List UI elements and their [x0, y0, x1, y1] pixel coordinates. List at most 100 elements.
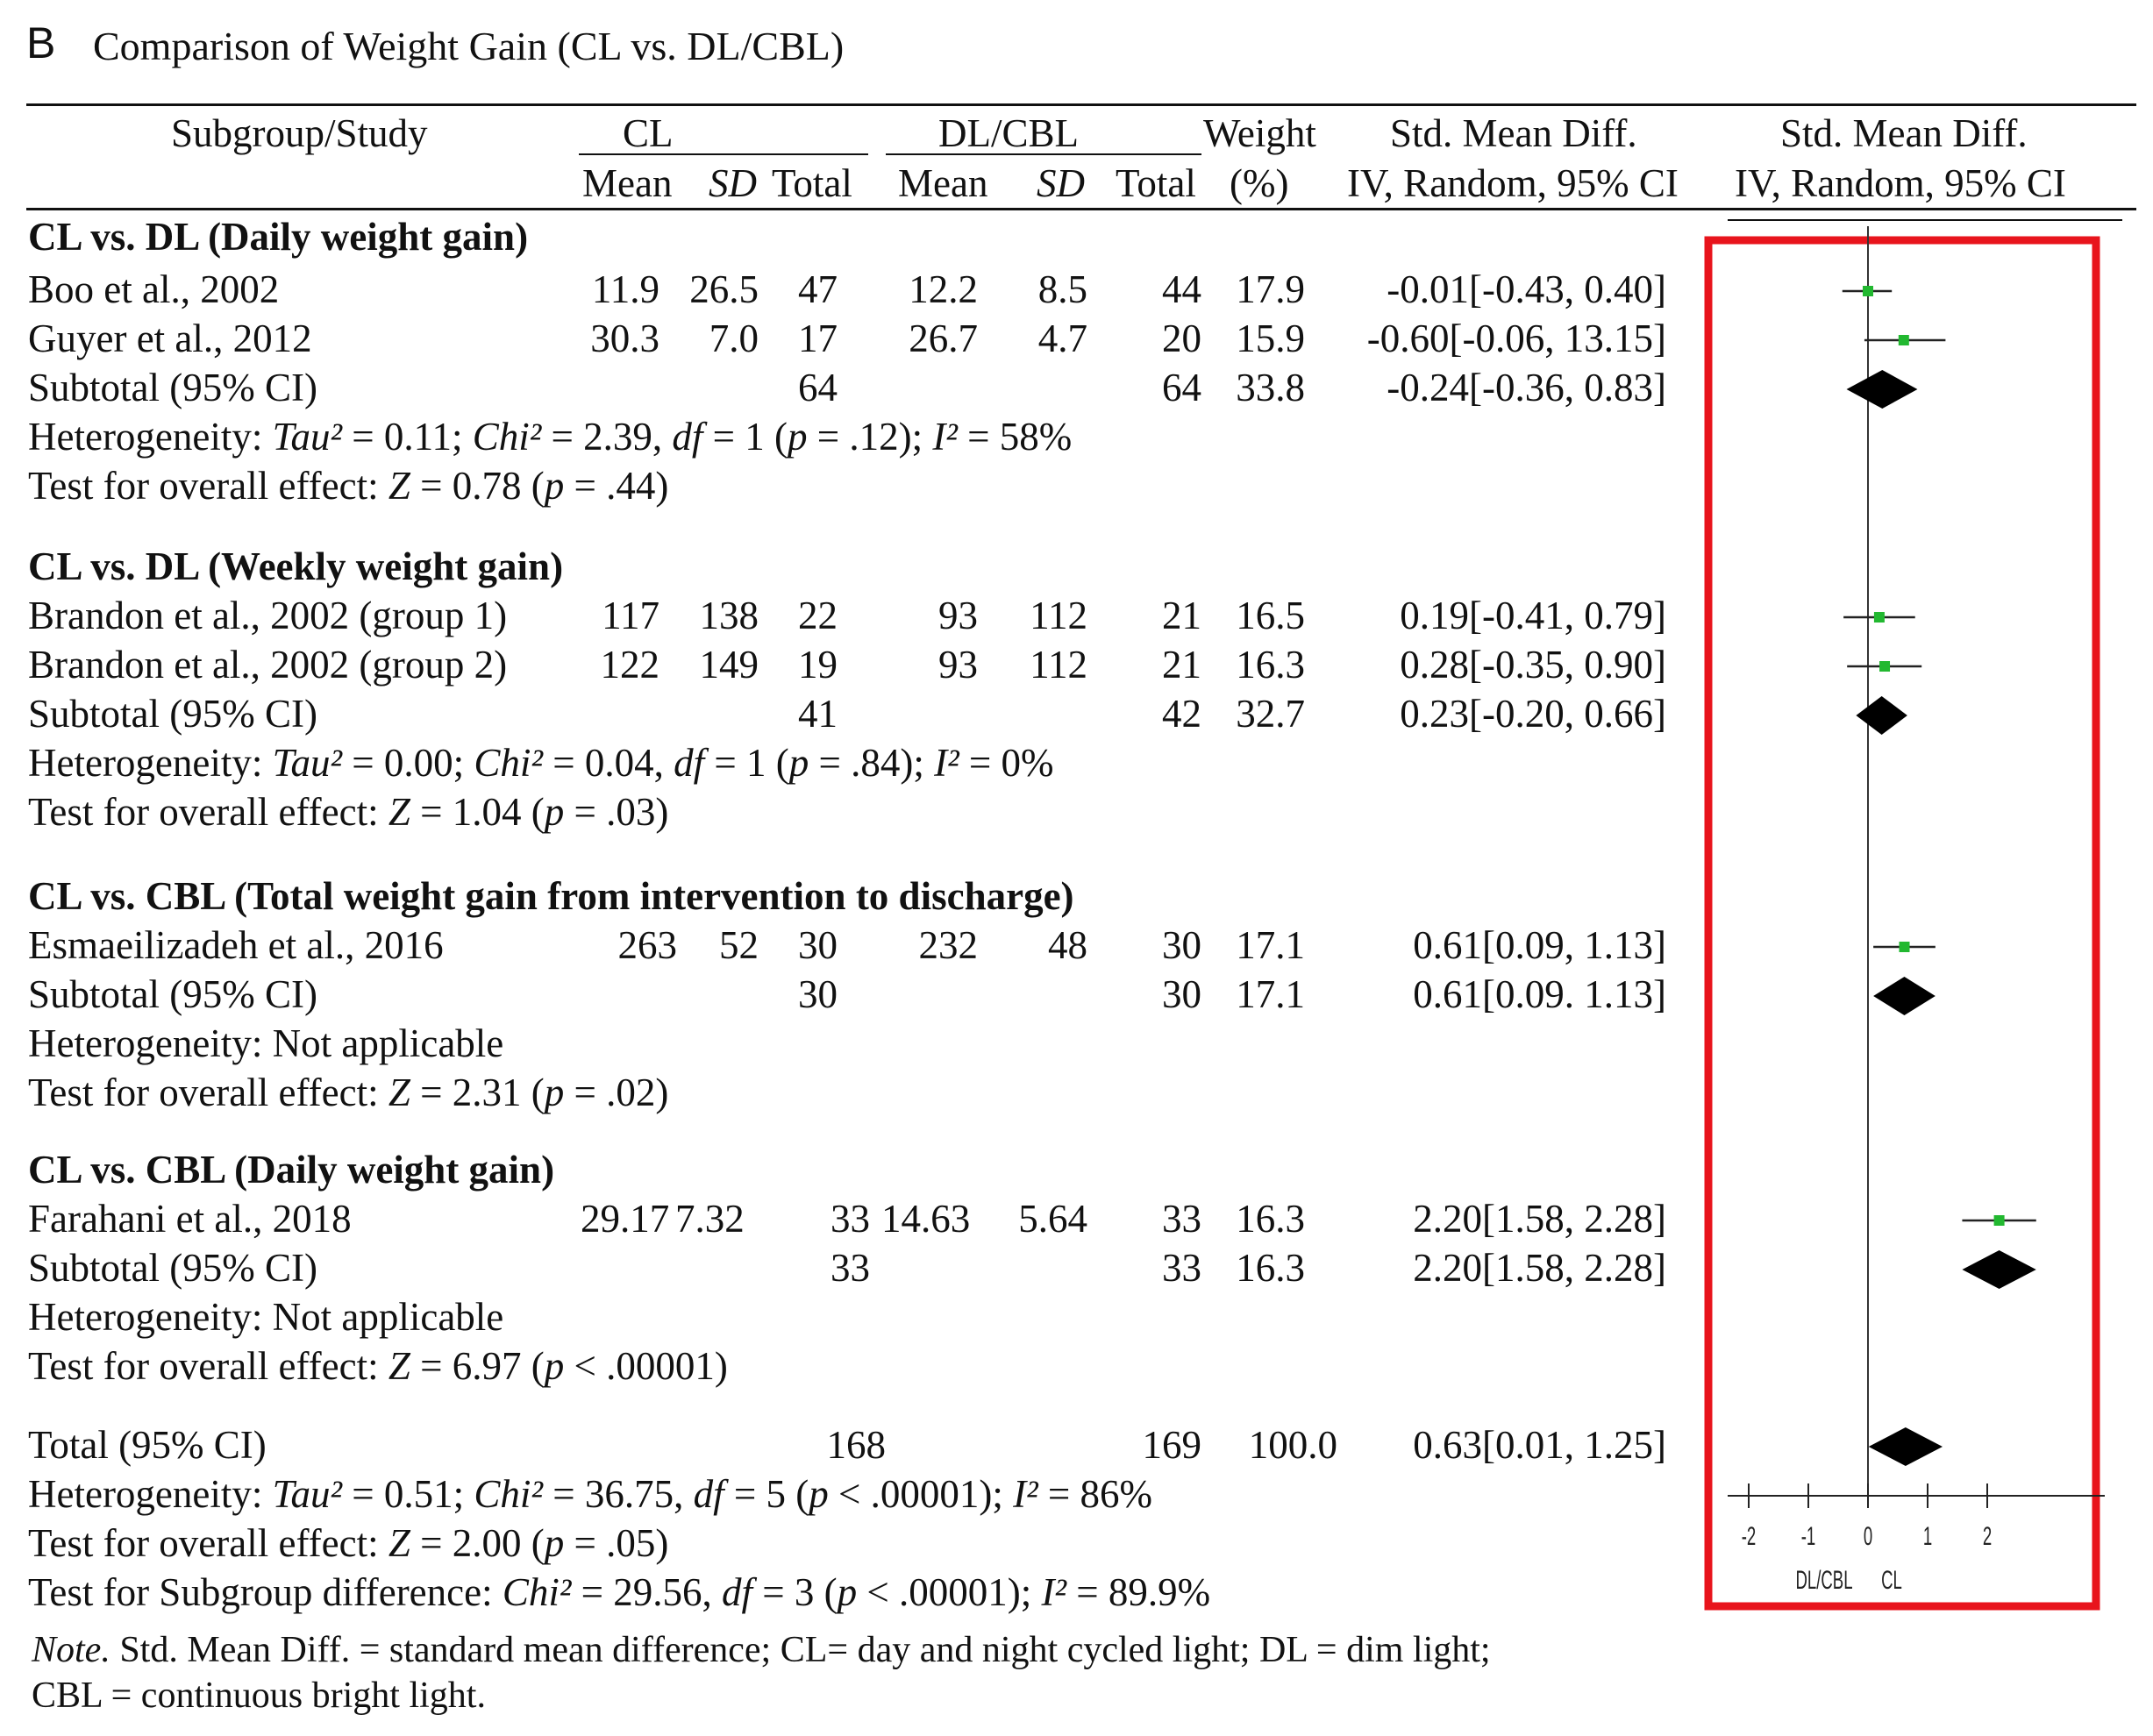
cl-total: 30: [798, 923, 838, 967]
dl-sd: 48: [1048, 923, 1087, 967]
dl-total: 20: [1162, 317, 1201, 360]
study-marker: [1993, 1215, 2005, 1226]
subtotal-weight: 33.8: [1236, 366, 1305, 409]
study-marker: [1879, 661, 1891, 672]
x-tick-label: 2: [1983, 1522, 1992, 1552]
weight: 17.9: [1236, 267, 1305, 311]
total-diamond: [1868, 1427, 1943, 1466]
subtotal-weight: 32.7: [1236, 692, 1305, 736]
cl-mean: 29.17: [581, 1197, 670, 1241]
subtotal-diamond: [1962, 1250, 2036, 1289]
cl-sd: 7.0: [709, 317, 759, 360]
subtotal-label: Subtotal (95% CI): [28, 692, 317, 736]
weight: 16.3: [1236, 643, 1305, 687]
dl-mean: 26.7: [909, 317, 978, 360]
col-header-weight: Weight: [1203, 111, 1316, 155]
dl-sd: 112: [1030, 643, 1087, 687]
subtotal-label: Subtotal (95% CI): [28, 972, 317, 1016]
col-header-dl-mean: Mean: [898, 161, 988, 205]
overall-effect-text: Test for overall effect: Z = 2.31 (p = .…: [28, 1071, 669, 1114]
note-line-1: Note. Std. Mean Diff. = standard mean di…: [32, 1630, 1491, 1670]
cl-total: 22: [798, 594, 838, 637]
col-header-cl-mean: Mean: [582, 161, 673, 205]
cl-mean: 263: [617, 923, 678, 967]
col-header-weight-pct: (%): [1230, 161, 1289, 205]
figure-title: Comparison of Weight Gain (CL vs. DL/CBL…: [93, 24, 845, 68]
dl-mean: 14.63: [881, 1197, 971, 1241]
col-header-cl: CL: [623, 111, 674, 155]
dl-mean: 232: [918, 923, 979, 967]
overall-effect-text: Test for overall effect: Z = 6.97 (p < .…: [28, 1344, 728, 1388]
cl-sd: 138: [699, 594, 759, 637]
subtotal-ci: -0.24[-0.36, 0.83]: [1387, 366, 1666, 409]
dl-total: 21: [1162, 643, 1201, 687]
cl-mean: 117: [602, 594, 659, 637]
total-heterogeneity-text: Heterogeneity: Tau² = 0.51; Chi² = 36.75…: [28, 1472, 1152, 1516]
heterogeneity-text: Heterogeneity: Not applicable: [28, 1295, 504, 1339]
cl-total: 19: [798, 643, 838, 687]
overall-effect-text: Test for overall effect: Z = 1.04 (p = .…: [28, 790, 669, 834]
study-marker: [1863, 286, 1873, 296]
weight: 16.5: [1236, 594, 1305, 637]
subtotal-diamond: [1873, 977, 1936, 1015]
weight: 16.3: [1236, 1197, 1305, 1241]
subtotal-cl-total: 30: [798, 972, 838, 1016]
overall-effect-text: Test for overall effect: Z = 0.78 (p = .…: [28, 464, 669, 508]
dl-total: 33: [1162, 1197, 1201, 1241]
cl-total: 17: [798, 317, 838, 360]
cl-total: 33: [831, 1197, 870, 1241]
x-tick-label: 0: [1864, 1522, 1872, 1552]
top-rule: [26, 103, 2136, 106]
group-title: CL vs. CBL (Total weight gain from inter…: [28, 874, 1074, 918]
col-header-cl-sd: SD: [709, 161, 757, 205]
weight: 15.9: [1236, 317, 1305, 360]
heterogeneity-text: Heterogeneity: Tau² = 0.11; Chi² = 2.39,…: [28, 415, 1073, 459]
smd-ci: -0.01[-0.43, 0.40]: [1387, 267, 1666, 311]
col-header-plot-ci: IV, Random, 95% CI: [1735, 161, 2066, 205]
smd-ci: 2.20[1.58, 2.28]: [1413, 1197, 1666, 1241]
dl-mean: 93: [938, 643, 978, 687]
dl-mean: 93: [938, 594, 978, 637]
subgroup-difference-text: Test for Subgroup difference: Chi² = 29.…: [28, 1570, 1211, 1614]
subtotal-dl-total: 30: [1162, 972, 1201, 1016]
x-tick-label: -1: [1801, 1522, 1816, 1552]
subtotal-dl-total: 64: [1162, 366, 1201, 409]
study-marker: [1899, 942, 1910, 952]
subtotal-ci: 0.61[0.09. 1.13]: [1413, 972, 1666, 1016]
subtotal-cl-total: 64: [798, 366, 838, 409]
favours-left-label: DL/CBL: [1795, 1566, 1852, 1596]
dl-sd: 4.7: [1037, 317, 1087, 360]
dl-total: 30: [1162, 923, 1201, 967]
subtotal-ci: 0.23[-0.20, 0.66]: [1400, 692, 1666, 736]
dl-sd: 112: [1030, 594, 1087, 637]
subtotal-dl-total: 42: [1162, 692, 1201, 736]
x-tick-label: 1: [1923, 1522, 1932, 1552]
study-name: Brandon et al., 2002 (group 1): [28, 594, 508, 637]
smd-ci: 0.28[-0.35, 0.90]: [1400, 643, 1666, 687]
col-header-subgroup-study: Subgroup/Study: [171, 111, 428, 155]
col-header-plot-smd: Std. Mean Diff.: [1780, 111, 2028, 155]
group-title: CL vs. DL (Weekly weight gain): [28, 544, 564, 588]
dl-sd: 5.64: [1018, 1197, 1087, 1241]
total-ci: 0.63[0.01, 1.25]: [1413, 1423, 1666, 1467]
note-line-2: CBL = continuous bright light.: [32, 1676, 486, 1716]
study-name: Boo et al., 2002: [28, 267, 280, 311]
col-header-smd: Std. Mean Diff.: [1390, 111, 1637, 155]
subtotal-weight: 17.1: [1236, 972, 1305, 1016]
col-header-smd-ci: IV, Random, 95% CI: [1347, 161, 1679, 205]
cl-sd: 149: [699, 643, 759, 687]
dl-total: 44: [1162, 267, 1201, 311]
heterogeneity-text: Heterogeneity: Tau² = 0.00; Chi² = 0.04,…: [28, 741, 1054, 785]
dl-total: 21: [1162, 594, 1201, 637]
group-title: CL vs. CBL (Daily weight gain): [28, 1148, 555, 1192]
cl-sd: 26.5: [689, 267, 759, 311]
smd-ci: 0.61[0.09, 1.13]: [1413, 923, 1666, 967]
weight: 17.1: [1236, 923, 1305, 967]
plot-header-rule: [1728, 219, 2122, 221]
study-name: Brandon et al., 2002 (group 2): [28, 643, 508, 687]
favours-right-label: CL: [1881, 1566, 1902, 1596]
dl-sd: 8.5: [1037, 267, 1087, 311]
cl-sd: 52: [719, 923, 759, 967]
group-title: CL vs. DL (Daily weight gain): [28, 215, 529, 259]
